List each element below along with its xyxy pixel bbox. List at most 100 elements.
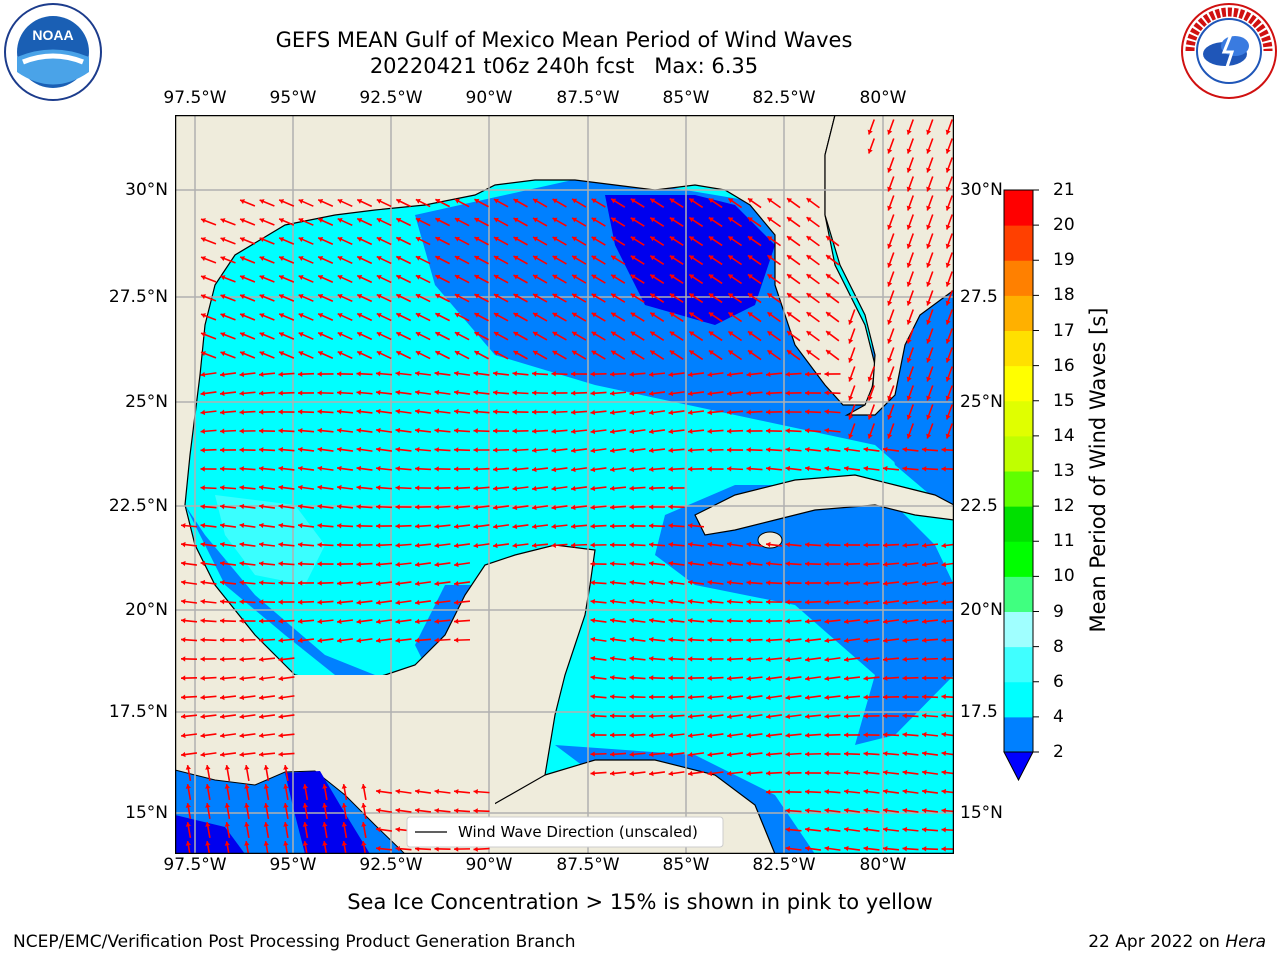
wave-direction-arrow — [302, 802, 309, 820]
wave-direction-arrow — [887, 366, 895, 382]
wave-direction-arrow — [843, 656, 861, 663]
wave-direction-arrow — [727, 311, 743, 323]
wave-direction-arrow — [767, 330, 781, 342]
wave-direction-arrow — [395, 807, 412, 814]
wave-direction-arrow — [415, 255, 431, 265]
colorbar-frame — [1003, 189, 1034, 753]
wave-direction-arrow — [259, 332, 275, 340]
wave-direction-arrow — [258, 390, 276, 396]
wave-direction-arrow — [200, 618, 217, 624]
wave-direction-arrow — [945, 176, 953, 192]
wave-direction-arrow — [707, 579, 724, 586]
wave-direction-arrow — [687, 713, 705, 720]
wave-direction-arrow — [278, 218, 295, 226]
wave-direction-arrow — [493, 274, 509, 284]
wave-direction-arrow — [590, 561, 607, 567]
wave-direction-arrow — [887, 423, 895, 439]
wave-direction-arrow — [785, 428, 802, 434]
wave-direction-arrow — [239, 447, 256, 453]
wave-direction-arrow — [668, 598, 685, 605]
lat-tick-label-right: 30°N — [960, 180, 1003, 200]
wave-direction-arrow — [219, 390, 237, 397]
legend-label: Wind Wave Direction (unscaled) — [458, 823, 698, 841]
wave-direction-arrow — [824, 390, 841, 396]
wave-direction-arrow — [552, 274, 567, 284]
wave-direction-arrow — [200, 428, 217, 434]
colorbar-tick-label: 6 — [1053, 671, 1064, 692]
wave-direction-arrow — [341, 802, 348, 820]
wave-direction-arrow — [278, 675, 295, 682]
wave-direction-arrow — [843, 675, 861, 682]
wave-direction-arrow — [609, 485, 627, 492]
wave-direction-arrow — [941, 712, 954, 719]
wave-direction-arrow — [453, 580, 471, 587]
wave-direction-arrow — [648, 598, 666, 605]
wave-direction-arrow — [434, 618, 451, 625]
wave-direction-arrow — [882, 542, 900, 548]
wave-direction-arrow — [376, 198, 392, 208]
wave-direction-arrow — [512, 409, 529, 415]
wave-direction-arrow — [785, 826, 802, 833]
wave-direction-arrow — [434, 447, 451, 453]
wave-direction-arrow — [317, 371, 334, 377]
wave-direction-arrow — [200, 466, 217, 472]
wave-direction-arrow — [278, 256, 295, 264]
wave-direction-arrow — [239, 579, 256, 586]
wave-direction-arrow — [200, 579, 217, 586]
wave-direction-arrow — [590, 390, 607, 396]
wave-direction-arrow — [278, 541, 295, 548]
wave-direction-arrow — [317, 313, 334, 321]
wave-direction-arrow — [591, 255, 606, 265]
wave-direction-arrow — [747, 330, 762, 342]
wave-direction-arrow — [454, 331, 470, 341]
wave-direction-arrow — [906, 328, 914, 344]
wave-direction-arrow — [219, 751, 237, 758]
lon-tick-label: 87.5°W — [556, 88, 620, 108]
wave-direction-arrow — [258, 656, 276, 663]
wave-direction-arrow — [843, 580, 861, 586]
wave-direction-arrow — [629, 579, 646, 586]
wave-direction-arrow — [297, 618, 315, 624]
colorbar-tick-label: 16 — [1053, 355, 1075, 376]
wave-direction-arrow — [224, 783, 231, 801]
wave-direction-arrow — [804, 713, 822, 720]
wave-direction-arrow — [902, 732, 919, 738]
wave-direction-arrow — [570, 428, 588, 435]
wave-direction-arrow — [785, 390, 802, 396]
wave-direction-arrow — [941, 561, 954, 568]
wave-direction-arrow — [551, 409, 568, 415]
wave-direction-arrow — [337, 331, 353, 341]
wave-direction-arrow — [278, 332, 295, 340]
wave-direction-arrow — [356, 542, 373, 548]
wave-direction-arrow — [747, 311, 762, 323]
wave-direction-arrow — [902, 675, 919, 681]
wave-direction-arrow — [337, 350, 353, 360]
lat-tick-label-right: 27.5 — [960, 287, 998, 307]
wave-direction-arrow — [298, 218, 314, 226]
wave-direction-arrow — [512, 485, 529, 492]
wave-direction-arrow — [806, 273, 820, 285]
wave-direction-arrow — [630, 274, 645, 284]
wave-direction-arrow — [395, 618, 412, 625]
wave-direction-arrow — [824, 675, 841, 682]
wave-direction-arrow — [263, 821, 270, 839]
wave-direction-arrow — [921, 713, 939, 719]
wave-direction-arrow — [435, 255, 450, 265]
wave-direction-arrow — [297, 561, 315, 567]
wave-direction-arrow — [765, 694, 783, 701]
lon-tick-label: 92.5°W — [359, 855, 423, 875]
wave-direction-arrow — [590, 598, 607, 605]
wave-direction-arrow — [824, 845, 841, 852]
wave-direction-arrow — [434, 466, 451, 472]
wave-direction-arrow — [863, 618, 880, 625]
wave-direction-arrow — [765, 390, 783, 396]
wave-direction-arrow — [843, 542, 861, 548]
wave-direction-arrow — [454, 293, 470, 303]
wave-direction-arrow — [531, 523, 549, 530]
wave-direction-arrow — [887, 309, 895, 325]
wave-direction-arrow — [668, 579, 685, 586]
wave-direction-arrow — [532, 293, 548, 303]
wave-direction-arrow — [317, 409, 334, 415]
wave-direction-arrow — [648, 485, 666, 491]
wave-direction-arrow — [649, 274, 665, 284]
